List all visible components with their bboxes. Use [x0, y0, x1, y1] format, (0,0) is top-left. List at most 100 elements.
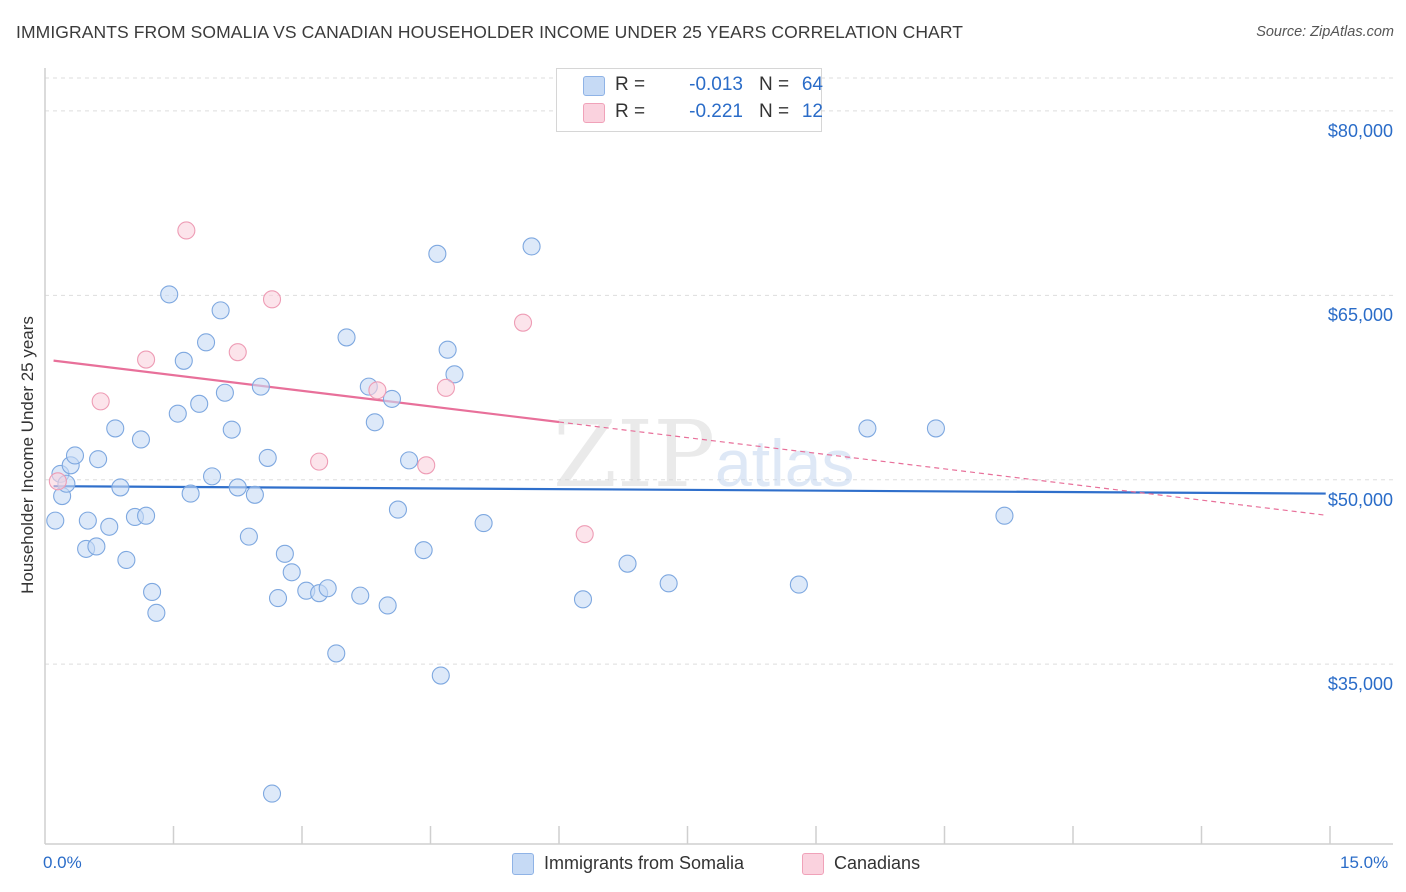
data-point-canadians — [513, 313, 533, 332]
legend-swatch-somalia — [583, 76, 605, 96]
data-point-somalia — [222, 420, 241, 439]
data-point-canadians — [262, 290, 282, 309]
data-point-somalia — [131, 430, 150, 449]
grid-lines — [45, 77, 1393, 665]
y-tick-label: $80,000 — [1327, 120, 1393, 141]
stats-legend: R = -0.013 N = 64 R = -0.221 N = 12 — [556, 68, 823, 132]
data-point-somalia — [327, 644, 346, 663]
data-point-somalia — [337, 328, 356, 347]
data-point-somalia — [431, 666, 450, 685]
data-point-somalia — [388, 500, 407, 519]
data-point-somalia — [428, 244, 447, 263]
legend-r-value: -0.013 — [689, 74, 743, 95]
legend-swatch-canadians — [583, 103, 605, 123]
data-point-somalia — [282, 563, 301, 582]
watermark: ZIP atlas — [553, 401, 854, 508]
data-point-somalia — [197, 333, 216, 352]
data-point-somalia — [143, 582, 162, 601]
data-point-somalia — [215, 383, 234, 402]
data-point-somalia — [573, 590, 593, 609]
legend-r-value: -0.221 — [689, 101, 743, 122]
data-point-somalia — [100, 517, 119, 536]
data-point-somalia — [87, 537, 106, 556]
data-point-somalia — [258, 448, 277, 467]
data-point-canadians — [48, 472, 67, 491]
data-point-somalia — [211, 301, 230, 320]
data-point-somalia — [438, 340, 457, 359]
data-point-somalia — [400, 451, 419, 470]
data-point-somalia — [858, 419, 877, 438]
data-point-canadians — [417, 456, 436, 475]
bottom-legend-swatch-somalia — [512, 853, 534, 875]
data-point-somalia — [245, 485, 264, 504]
data-point-canadians — [177, 221, 196, 240]
data-point-somalia — [318, 579, 337, 598]
data-point-somalia — [351, 586, 370, 605]
data-point-somalia — [789, 575, 808, 594]
data-point-somalia — [659, 574, 678, 593]
watermark-zip: ZIP — [553, 401, 715, 508]
legend-n-value: 64 — [801, 74, 823, 95]
data-point-somalia — [522, 237, 541, 256]
bottom-legend-label-somalia: Immigrants from Somalia — [544, 853, 745, 873]
data-point-somalia — [65, 446, 85, 465]
data-point-somalia — [365, 413, 384, 432]
data-point-somalia — [174, 351, 193, 370]
data-point-somalia — [160, 285, 179, 304]
series-somalia-points — [46, 237, 1014, 803]
data-point-somalia — [46, 511, 65, 530]
legend-r-label: R = — [615, 74, 646, 95]
chart-title: IMMIGRANTS FROM SOMALIA VS CANADIAN HOUS… — [16, 22, 964, 42]
data-point-canadians — [228, 343, 247, 362]
data-point-somalia — [106, 419, 125, 438]
legend-n-label: N = — [759, 74, 790, 95]
trend-line-somalia — [53, 485, 1326, 495]
data-point-canadians — [436, 378, 455, 397]
data-point-somalia — [268, 589, 288, 608]
data-point-somalia — [474, 514, 493, 533]
data-point-somalia — [378, 596, 397, 615]
data-point-somalia — [147, 603, 166, 622]
data-point-somalia — [445, 365, 464, 384]
data-point-somalia — [111, 478, 130, 497]
data-point-somalia — [262, 784, 282, 803]
bottom-legend-swatch-canadians — [802, 853, 824, 875]
data-point-somalia — [89, 450, 108, 469]
data-point-somalia — [251, 377, 270, 396]
data-point-somalia — [275, 544, 294, 563]
y-axis-label: Householder Income Under 25 years — [18, 316, 37, 594]
data-point-somalia — [137, 506, 156, 525]
watermark-atlas: atlas — [715, 426, 854, 500]
data-point-somalia — [203, 467, 222, 486]
legend-n-label: N = — [759, 101, 790, 122]
data-point-somalia — [228, 478, 247, 497]
bottom-legend-label-canadians: Canadians — [834, 853, 921, 873]
data-point-somalia — [382, 389, 402, 408]
data-point-canadians — [575, 525, 594, 544]
data-point-somalia — [239, 527, 258, 546]
data-point-canadians — [310, 452, 329, 471]
data-point-somalia — [926, 419, 945, 438]
data-point-somalia — [168, 404, 187, 423]
legend-n-value: 12 — [801, 101, 823, 122]
y-tick-label: $65,000 — [1327, 305, 1393, 326]
x-axis-min-label: 0.0% — [43, 853, 82, 872]
y-tick-label: $50,000 — [1327, 489, 1393, 510]
trend-lines — [53, 359, 1326, 516]
data-point-canadians — [137, 350, 156, 369]
data-point-somalia — [190, 394, 209, 413]
x-axis-max-label: 15.0% — [1340, 853, 1389, 872]
source-credit: Source: ZipAtlas.com — [1256, 24, 1394, 40]
data-point-somalia — [117, 550, 136, 570]
data-point-somalia — [995, 506, 1014, 525]
axes — [44, 68, 1393, 845]
data-point-canadians — [368, 381, 387, 400]
trend-line-canadians — [53, 359, 560, 424]
data-point-somalia — [618, 554, 637, 573]
data-point-canadians — [91, 392, 110, 411]
legend-r-label: R = — [615, 101, 646, 122]
trend-line-canadians-dashed — [558, 421, 1326, 516]
data-point-somalia — [181, 484, 200, 503]
series-canadians-points — [48, 221, 594, 544]
